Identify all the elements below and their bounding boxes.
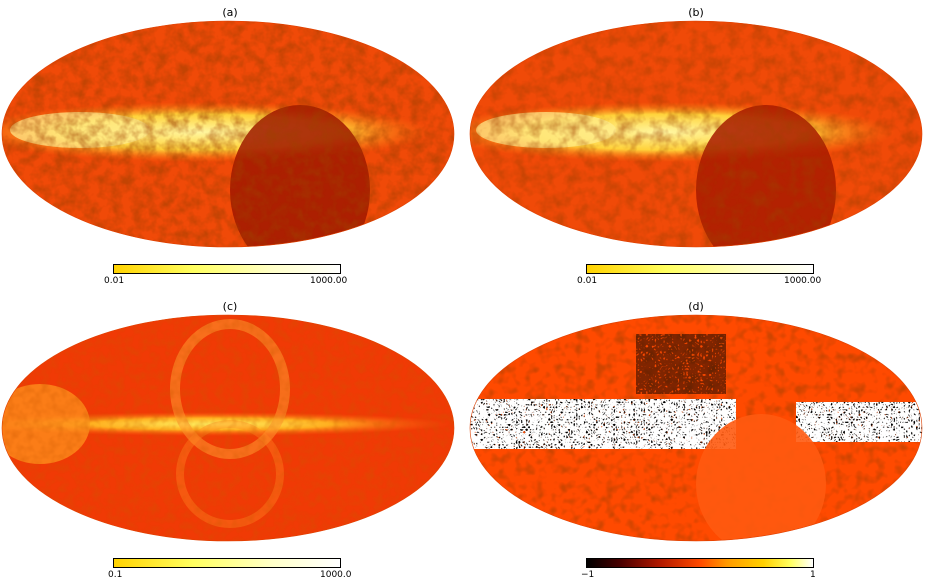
colorbar-max-label: 1000.0 <box>320 570 352 580</box>
colorbar-min-label: 0.01 <box>104 276 125 286</box>
sky-map-c <box>1 314 455 542</box>
colorbar <box>113 264 341 274</box>
colorbar <box>586 264 814 274</box>
colorbar-max-label: 1000.00 <box>310 276 348 286</box>
sky-map-d <box>469 314 923 542</box>
sky-map-a <box>1 20 455 248</box>
colorbar-max-label: 1 <box>810 570 816 580</box>
panel-title: (c) <box>222 300 238 313</box>
colorbar <box>586 558 814 568</box>
colorbar-min-label: −1 <box>581 570 595 580</box>
panel-title: (a) <box>222 6 238 19</box>
panel-title: (d) <box>688 300 704 313</box>
panel-b: (b) 0.01 1000.00 <box>466 0 926 294</box>
colorbar-min-label: 0.1 <box>108 570 123 580</box>
colorbar-min-label: 0.01 <box>577 276 598 286</box>
sky-map-b <box>469 20 923 248</box>
colorbar-max-label: 1000.00 <box>784 276 822 286</box>
panel-d: (d) <box>466 294 926 588</box>
panel-a: (a) 0.01 1000.00 <box>0 0 460 294</box>
panel-c: (c) 0.1 1000.0 <box>0 294 460 588</box>
colorbar <box>113 558 341 568</box>
panel-title: (b) <box>688 6 704 19</box>
